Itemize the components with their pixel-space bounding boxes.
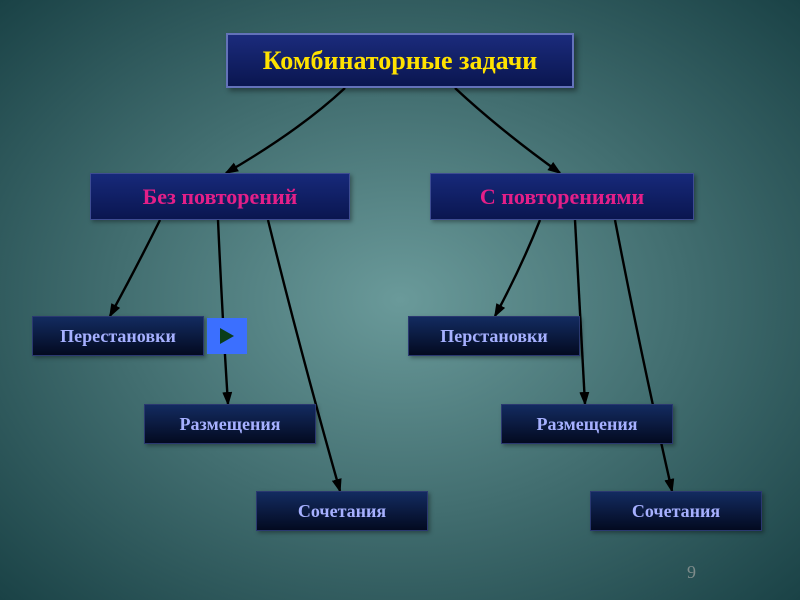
play-button[interactable] <box>207 318 247 354</box>
left-branch-label: Без повторений <box>143 184 298 210</box>
right-branch-label: С повторениями <box>480 184 644 210</box>
root-label: Комбинаторные задачи <box>263 46 537 76</box>
leaf-permutations-left: Перестановки <box>32 316 204 356</box>
page-number: 9 <box>687 562 696 583</box>
leaf-label: Перестановки <box>60 326 176 347</box>
page-number-text: 9 <box>687 562 696 582</box>
leaf-label: Размещения <box>537 414 638 435</box>
leaf-combinations-right: Сочетания <box>590 491 762 531</box>
left-branch-node: Без повторений <box>90 173 350 220</box>
right-branch-node: С повторениями <box>430 173 694 220</box>
leaf-permutations-right: Перстановки <box>408 316 580 356</box>
leaf-label: Сочетания <box>298 501 386 522</box>
leaf-label: Перстановки <box>440 326 547 347</box>
root-node: Комбинаторные задачи <box>226 33 574 88</box>
leaf-combinations-left: Сочетания <box>256 491 428 531</box>
play-icon <box>217 326 237 346</box>
leaf-label: Сочетания <box>632 501 720 522</box>
leaf-label: Размещения <box>180 414 281 435</box>
leaf-arrangements-left: Размещения <box>144 404 316 444</box>
leaf-arrangements-right: Размещения <box>501 404 673 444</box>
